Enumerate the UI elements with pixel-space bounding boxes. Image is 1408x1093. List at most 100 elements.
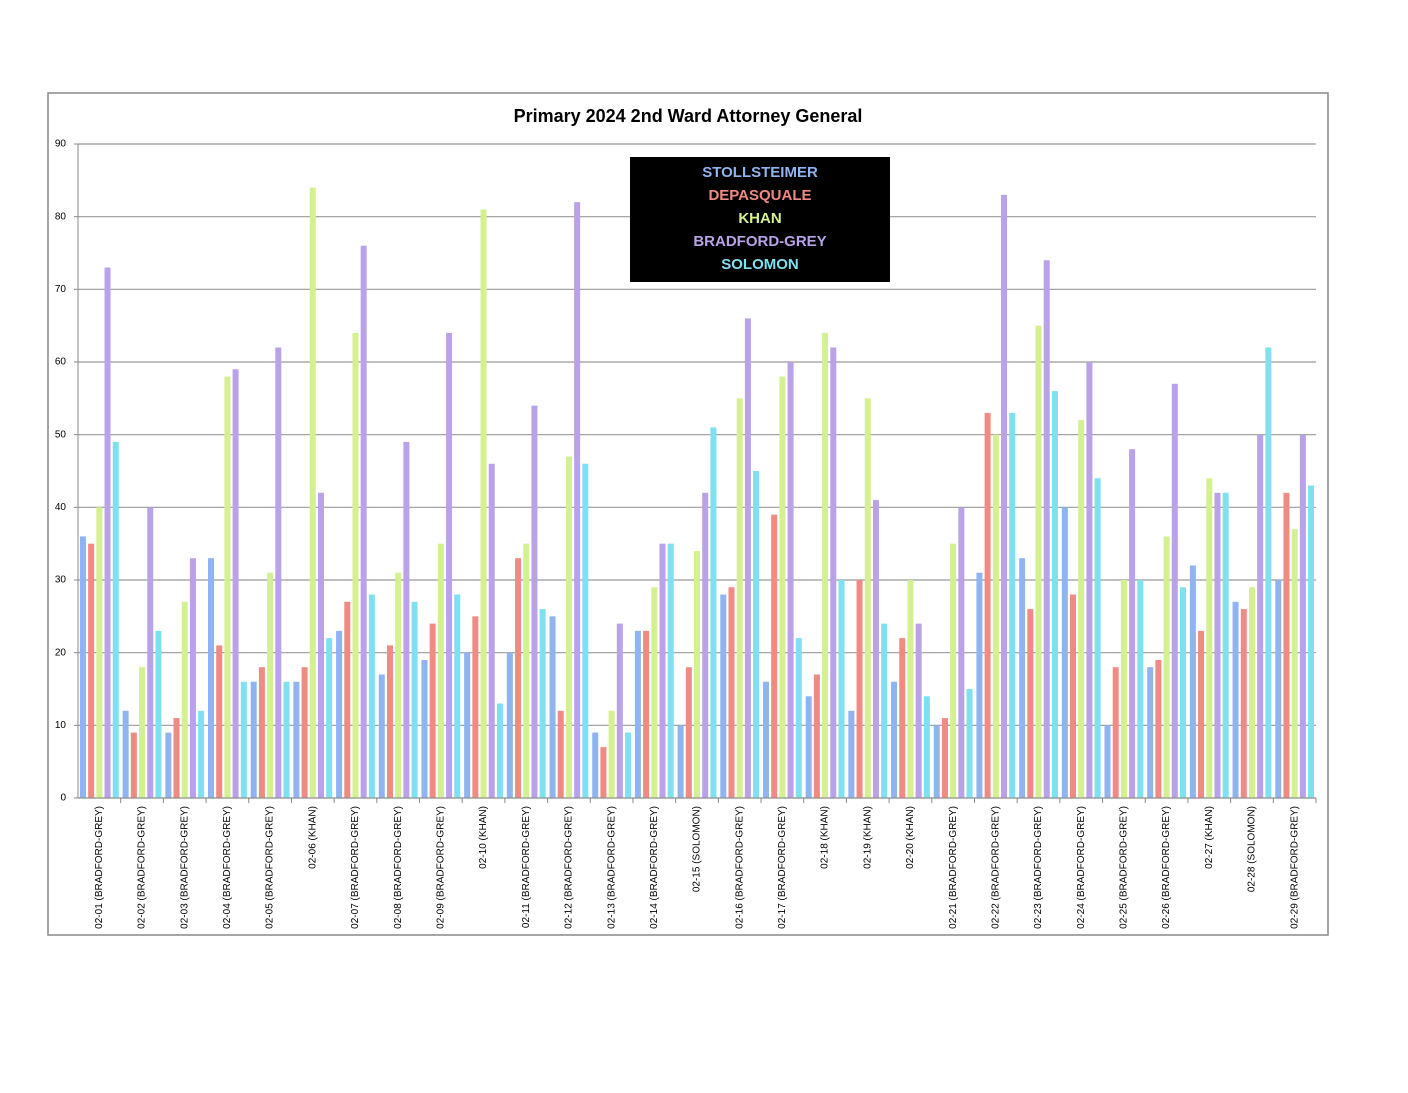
bar <box>1129 449 1136 798</box>
x-tick-label: 02-02 (BRADFORD-GREY) <box>137 806 148 929</box>
bar <box>79 536 86 798</box>
bar <box>992 434 999 798</box>
bar <box>1248 587 1255 798</box>
bar <box>496 703 503 798</box>
x-tick-label: 02-11 (BRADFORD-GREY) <box>521 806 532 928</box>
x-tick-label: 02-04 (BRADFORD-GREY) <box>222 806 233 929</box>
y-tick-label: 90 <box>55 139 67 150</box>
y-tick-label: 70 <box>55 284 67 295</box>
bar <box>317 492 324 798</box>
bar <box>976 572 983 798</box>
x-tick-label: 02-13 (BRADFORD-GREY) <box>606 806 617 929</box>
bar <box>625 732 632 798</box>
bar <box>856 580 863 798</box>
bar <box>1179 587 1186 798</box>
bar <box>352 332 359 798</box>
bar <box>293 681 300 798</box>
y-tick-label: 0 <box>60 793 66 804</box>
bar <box>966 689 973 798</box>
bar <box>258 667 265 798</box>
bar <box>336 630 343 798</box>
bar <box>1155 659 1162 798</box>
bar <box>1009 412 1016 798</box>
bar <box>813 674 820 798</box>
bar <box>1001 194 1008 798</box>
bar <box>1137 580 1144 798</box>
bar <box>173 718 180 798</box>
bar <box>1206 478 1213 798</box>
x-tick-label: 02-25 (BRADFORD-GREY) <box>1119 806 1130 929</box>
bar <box>539 609 546 798</box>
bar <box>267 572 274 798</box>
bar <box>592 732 599 798</box>
bar <box>437 543 444 798</box>
x-tick-label: 02-23 (BRADFORD-GREY) <box>1033 806 1044 929</box>
bar <box>1120 580 1127 798</box>
bar <box>1275 580 1282 798</box>
bar <box>189 558 196 798</box>
bar <box>1078 420 1085 798</box>
bar <box>429 623 436 798</box>
x-tick-label: 02-19 (KHAN) <box>862 806 873 869</box>
bar <box>1051 391 1058 798</box>
x-tick-label: 02-06 (KHAN) <box>307 806 318 869</box>
bar <box>1104 725 1111 798</box>
x-tick-label: 02-01 (BRADFORD-GREY) <box>94 806 105 929</box>
bar <box>941 718 948 798</box>
bar <box>848 710 855 798</box>
bar <box>1112 667 1119 798</box>
bar <box>728 587 735 798</box>
bar <box>1222 492 1229 798</box>
bar <box>881 623 888 798</box>
bar <box>907 580 914 798</box>
bar <box>805 696 812 798</box>
bar <box>702 492 709 798</box>
bar <box>480 209 487 798</box>
bar <box>574 202 581 799</box>
bar <box>736 398 743 798</box>
bar <box>147 507 154 798</box>
bar <box>1043 260 1050 798</box>
bar <box>822 332 829 798</box>
bar <box>309 187 316 799</box>
bar <box>720 594 727 798</box>
bar <box>250 681 257 798</box>
x-tick-label: 02-18 (KHAN) <box>820 806 831 869</box>
bar <box>608 710 615 798</box>
bar <box>368 594 375 798</box>
bar <box>1094 478 1101 798</box>
bar <box>915 623 922 798</box>
bar <box>208 558 215 798</box>
bar <box>710 427 717 798</box>
bar <box>1019 558 1026 798</box>
legend-entry: SOLOMON <box>721 256 799 273</box>
chart-title: Primary 2024 2nd Ward Attorney General <box>514 106 863 126</box>
bar <box>386 645 393 798</box>
x-tick-label: 02-16 (BRADFORD-GREY) <box>734 806 745 929</box>
bar <box>744 318 751 798</box>
bar <box>531 405 538 798</box>
bar <box>224 376 231 798</box>
x-tick-label: 02-21 (BRADFORD-GREY) <box>948 806 959 929</box>
bar <box>275 347 282 798</box>
x-tick-label: 02-20 (KHAN) <box>905 806 916 869</box>
bar <box>403 441 410 798</box>
x-tick-label: 02-26 (BRADFORD-GREY) <box>1161 806 1172 929</box>
x-tick-label: 02-03 (BRADFORD-GREY) <box>179 806 190 929</box>
bar <box>600 747 607 798</box>
bar <box>1299 434 1306 798</box>
bar <box>950 543 957 798</box>
x-tick-label: 02-24 (BRADFORD-GREY) <box>1076 806 1087 929</box>
bar <box>779 376 786 798</box>
bar <box>395 572 402 798</box>
bar <box>446 332 453 798</box>
bar <box>523 543 530 798</box>
bar <box>830 347 837 798</box>
bar <box>1086 362 1093 798</box>
bar <box>216 645 223 798</box>
bar <box>1198 630 1205 798</box>
bar <box>506 652 513 798</box>
bar <box>139 667 146 798</box>
bar <box>165 732 172 798</box>
